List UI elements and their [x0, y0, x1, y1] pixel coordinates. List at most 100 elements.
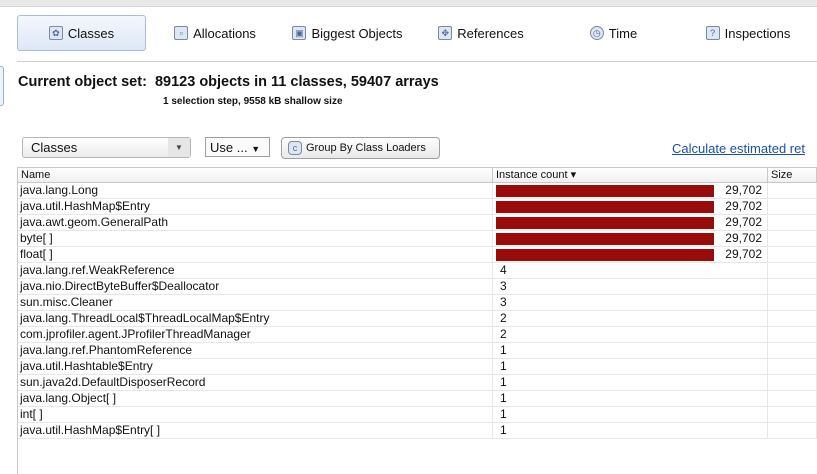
view-select[interactable]: Classes ▼: [22, 137, 191, 158]
instance-count-bar: [496, 233, 714, 245]
chevron-down-icon: ▼: [168, 138, 190, 157]
table-row[interactable]: java.util.HashMap$Entry 29,702: [18, 199, 817, 215]
size-cell: [768, 407, 817, 422]
class-name: java.lang.Object[ ]: [18, 391, 493, 406]
instance-count-cell: 2: [493, 311, 768, 326]
size-cell: [768, 263, 817, 278]
classes-icon: ✿: [48, 26, 63, 40]
references-icon: ✥: [438, 26, 453, 40]
table-row[interactable]: java.lang.ref.PhantomReference 1: [18, 343, 817, 359]
instance-count: 2: [500, 311, 507, 325]
tab-time[interactable]: ◷ Time: [586, 15, 641, 51]
use-select[interactable]: Use ... ▼: [205, 137, 270, 157]
column-size[interactable]: Size: [768, 168, 817, 182]
time-icon: ◷: [589, 26, 604, 40]
instance-count: 3: [500, 279, 507, 293]
instance-count-cell: 29,702: [493, 183, 768, 198]
instance-count-bar: [496, 249, 714, 261]
tab-label: Inspections: [724, 25, 791, 41]
instance-count: 1: [500, 423, 507, 437]
size-cell: [768, 183, 817, 198]
table-row[interactable]: byte[ ] 29,702: [18, 231, 817, 247]
instance-count-cell: 1: [493, 359, 768, 374]
instance-count-cell: 1: [493, 407, 768, 422]
instance-count-cell: 3: [493, 279, 768, 294]
instance-count: 29,702: [725, 247, 762, 261]
instance-count: 1: [500, 343, 507, 357]
table-row[interactable]: java.awt.geom.GeneralPath 29,702: [18, 215, 817, 231]
size-cell: [768, 391, 817, 406]
table-row[interactable]: java.nio.DirectByteBuffer$Deallocator 3: [18, 279, 817, 295]
instance-count-cell: 3: [493, 295, 768, 310]
table-row[interactable]: java.util.HashMap$Entry[ ] 1: [18, 423, 817, 439]
instance-count: 4: [500, 263, 507, 277]
table-row[interactable]: java.lang.Long 29,702: [18, 183, 817, 199]
table-row[interactable]: java.lang.ThreadLocal$ThreadLocalMap$Ent…: [18, 311, 817, 327]
inspections-icon: ?: [705, 26, 720, 40]
class-name: java.util.HashMap$Entry[ ]: [18, 423, 493, 438]
instance-count-bar: [496, 217, 714, 229]
class-name: sun.misc.Cleaner: [18, 295, 493, 310]
divider: [17, 61, 817, 62]
tab-label: Classes: [67, 25, 115, 41]
class-loader-icon: c: [288, 141, 302, 155]
instance-count: 1: [500, 375, 507, 389]
size-cell: [768, 215, 817, 230]
class-name: com.jprofiler.agent.JProfilerThreadManag…: [18, 327, 493, 342]
group-button-label: Group By Class Loaders: [306, 142, 426, 154]
tab-references[interactable]: ✥ References: [436, 15, 526, 51]
tab-inspections[interactable]: ? Inspections: [703, 15, 793, 51]
tab-biggest-objects[interactable]: ▣ Biggest Objects: [290, 15, 405, 51]
instance-count-bar: [496, 201, 714, 213]
instance-count: 1: [500, 407, 507, 421]
instance-count-bar: [496, 185, 714, 197]
instance-count-cell: 1: [493, 423, 768, 438]
instance-count-cell: 4: [493, 263, 768, 278]
size-cell: [768, 343, 817, 358]
allocations-icon: ▫: [174, 26, 189, 40]
column-name[interactable]: Name: [18, 168, 493, 182]
instance-count: 29,702: [725, 215, 762, 229]
class-name: java.util.Hashtable$Entry: [18, 359, 493, 374]
class-name: byte[ ]: [18, 231, 493, 246]
table-row[interactable]: float[ ] 29,702: [18, 247, 817, 263]
class-name: java.util.HashMap$Entry: [18, 199, 493, 214]
table-row[interactable]: int[ ] 1: [18, 407, 817, 423]
chevron-down-icon: ▼: [251, 144, 261, 154]
top-strip: [0, 0, 817, 7]
view-select-value: Classes: [31, 140, 78, 155]
tab-label: Time: [608, 25, 638, 41]
instance-count: 1: [500, 359, 507, 373]
tab-classes[interactable]: ✿ Classes: [17, 15, 146, 51]
tab-allocations[interactable]: ▫ Allocations: [170, 15, 260, 51]
column-instance-count[interactable]: Instance count ▾: [493, 168, 768, 182]
size-cell: [768, 423, 817, 438]
table-row[interactable]: java.lang.Object[ ] 1: [18, 391, 817, 407]
class-name: java.nio.DirectByteBuffer$Deallocator: [18, 279, 493, 294]
side-tab[interactable]: [0, 66, 4, 106]
instance-count-cell: 2: [493, 327, 768, 342]
instance-count-cell: 1: [493, 375, 768, 390]
calculate-retained-link[interactable]: Calculate estimated ret: [672, 141, 805, 156]
size-cell: [768, 311, 817, 326]
instance-count-cell: 29,702: [493, 231, 768, 246]
group-by-class-loaders-button[interactable]: c Group By Class Loaders: [281, 137, 440, 159]
class-name: java.lang.ref.PhantomReference: [18, 343, 493, 358]
tab-label: References: [457, 25, 524, 41]
table-row[interactable]: sun.java2d.DefaultDisposerRecord 1: [18, 375, 817, 391]
instance-count: 29,702: [725, 199, 762, 213]
size-cell: [768, 199, 817, 214]
size-cell: [768, 231, 817, 246]
instance-count: 29,702: [725, 231, 762, 245]
table-row[interactable]: java.lang.ref.WeakReference 4: [18, 263, 817, 279]
table-row[interactable]: com.jprofiler.agent.JProfilerThreadManag…: [18, 327, 817, 343]
tab-label: Biggest Objects: [311, 25, 403, 41]
class-name: int[ ]: [18, 407, 493, 422]
biggest-objects-icon: ▣: [292, 26, 307, 40]
table-row[interactable]: java.util.Hashtable$Entry 1: [18, 359, 817, 375]
page-subtitle: 1 selection step, 9558 kB shallow size: [163, 96, 343, 107]
table-row[interactable]: sun.misc.Cleaner 3: [18, 295, 817, 311]
class-name: java.lang.ref.WeakReference: [18, 263, 493, 278]
instance-count-cell: 29,702: [493, 199, 768, 214]
instance-count-cell: 29,702: [493, 215, 768, 230]
